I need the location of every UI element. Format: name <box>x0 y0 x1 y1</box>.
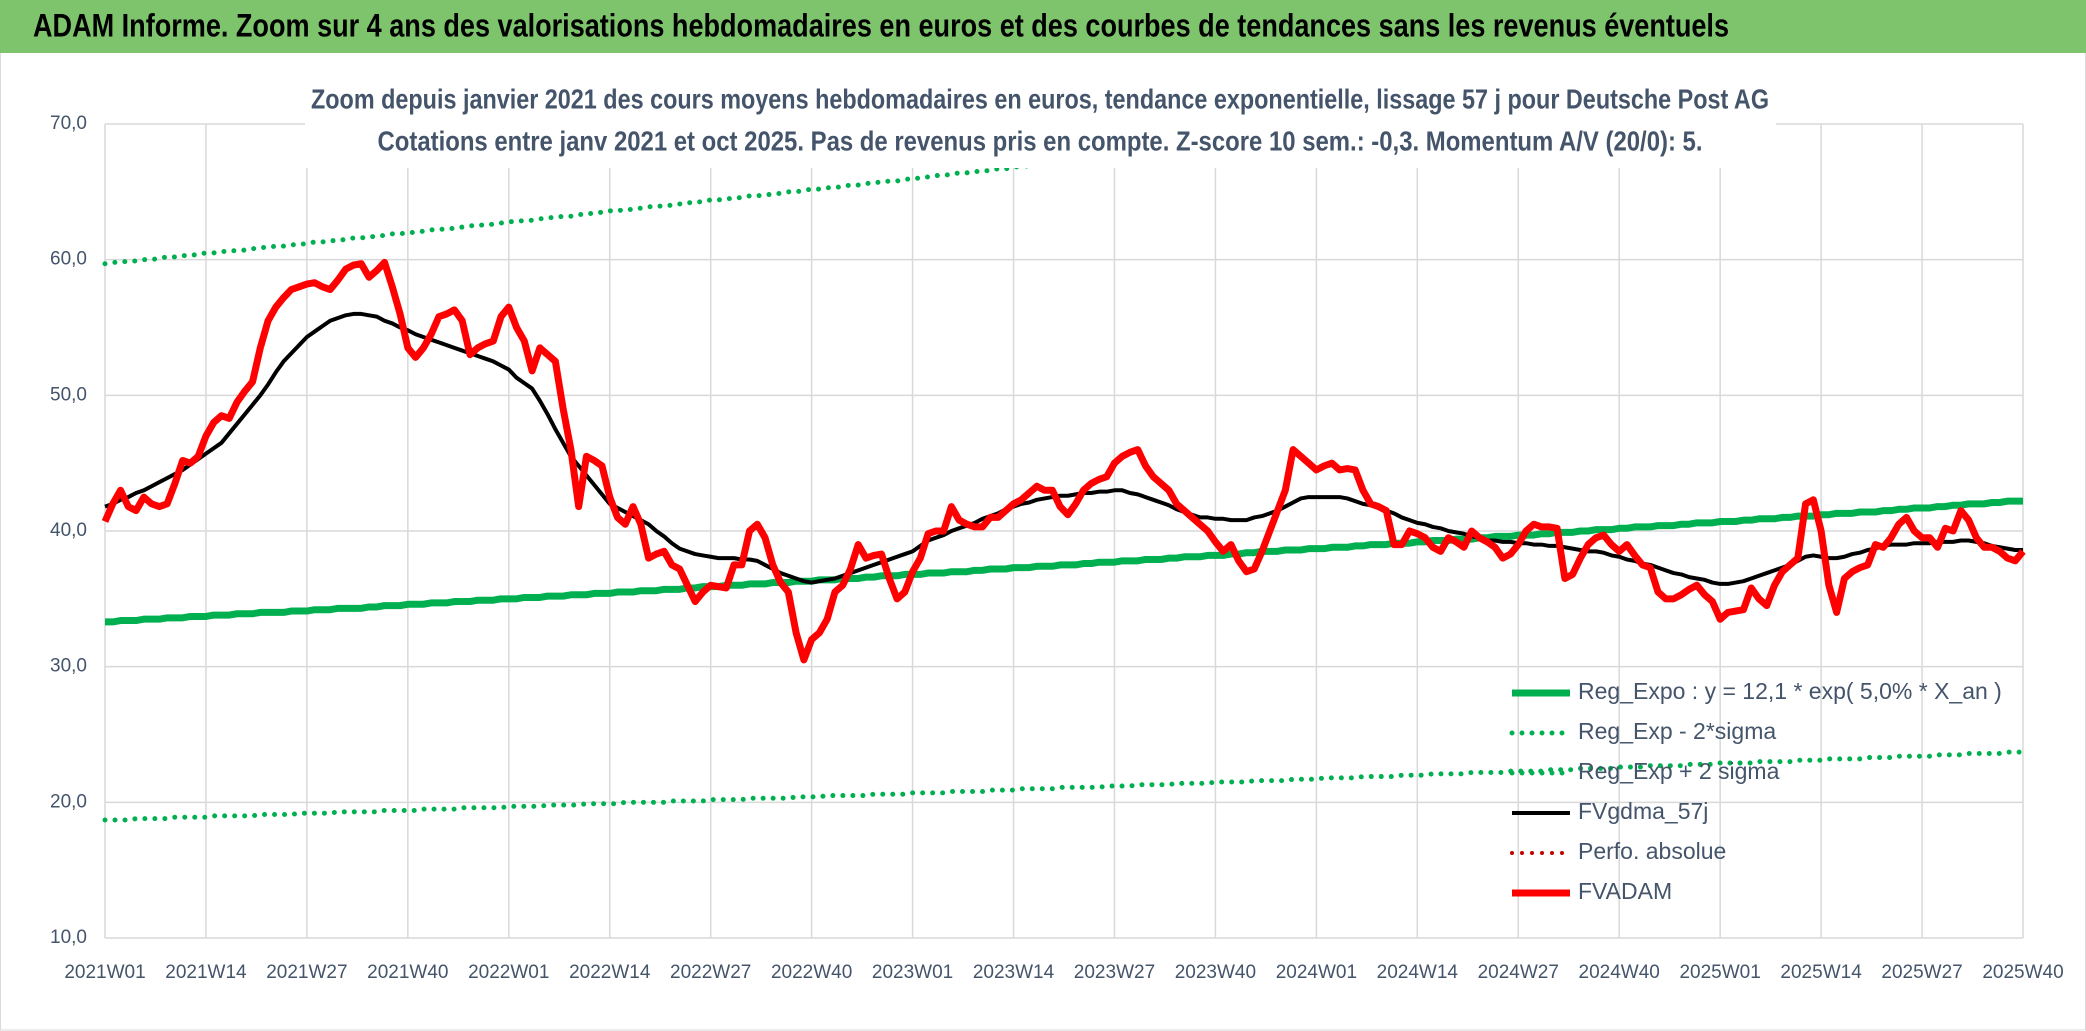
series-line <box>104 311 2023 586</box>
series-line <box>105 497 2023 626</box>
x-tick-label: 2025W40 <box>1982 962 2063 983</box>
chart-frame <box>0 51 2086 1031</box>
y-tick-label: 60,0 <box>50 249 87 270</box>
x-tick-label: 2022W40 <box>771 962 852 983</box>
y-tick-label: 30,0 <box>50 656 87 677</box>
x-tick-label: 2021W01 <box>64 962 145 983</box>
series-line <box>101 258 2026 664</box>
legend-label: Reg_Expo : y = 12,1 * exp( 5,0% * X_an ) <box>1578 678 2002 704</box>
x-tick-label: 2023W14 <box>973 962 1055 983</box>
x-tick-label: 2024W14 <box>1377 962 1459 983</box>
y-tick-label: 70,0 <box>50 113 87 134</box>
subtitle-box <box>305 76 1776 168</box>
chart-subtitle: Zoom depuis janvier 2021 des cours moyen… <box>311 83 1769 114</box>
x-tick-label: 2023W27 <box>1074 962 1155 983</box>
x-tick-label: 2023W40 <box>1175 962 1256 983</box>
x-tick-label: 2025W14 <box>1780 962 1862 983</box>
legend-label: Reg_Exp + 2 sigma <box>1578 758 1780 784</box>
x-tick-label: 2021W27 <box>266 962 347 983</box>
title-banner <box>0 0 2086 53</box>
y-tick-label: 40,0 <box>50 520 87 541</box>
legend-label: FVgdma_57j <box>1578 798 1708 824</box>
chart-subtitle: Cotations entre janv 2021 et oct 2025. P… <box>378 125 1703 156</box>
x-tick-label: 2025W01 <box>1679 962 1760 983</box>
series-line <box>102 749 2026 823</box>
x-tick-label: 2024W40 <box>1579 962 1660 983</box>
legend: Reg_Expo : y = 12,1 * exp( 5,0% * X_an )… <box>1509 678 2002 904</box>
x-tick-label: 2025W27 <box>1881 962 1962 983</box>
legend-label: Perfo. absolue <box>1578 838 1726 864</box>
x-tick-label: 2021W40 <box>367 962 448 983</box>
x-tick-label: 2022W27 <box>670 962 751 983</box>
y-tick-label: 20,0 <box>50 791 87 812</box>
x-tick-label: 2023W01 <box>872 962 953 983</box>
legend-label: FVADAM <box>1578 878 1672 904</box>
legend-label: Reg_Exp - 2*sigma <box>1578 718 1776 744</box>
y-tick-label: 50,0 <box>50 384 87 405</box>
x-tick-label: 2021W14 <box>165 962 247 983</box>
x-tick-label: 2022W01 <box>468 962 549 983</box>
y-tick-label: 10,0 <box>50 927 87 948</box>
chart-title: ADAM Informe. Zoom sur 4 ans des valoris… <box>33 7 1729 43</box>
x-tick-label: 2024W27 <box>1478 962 1559 983</box>
x-tick-label: 2024W01 <box>1276 962 1357 983</box>
x-tick-label: 2022W14 <box>569 962 651 983</box>
